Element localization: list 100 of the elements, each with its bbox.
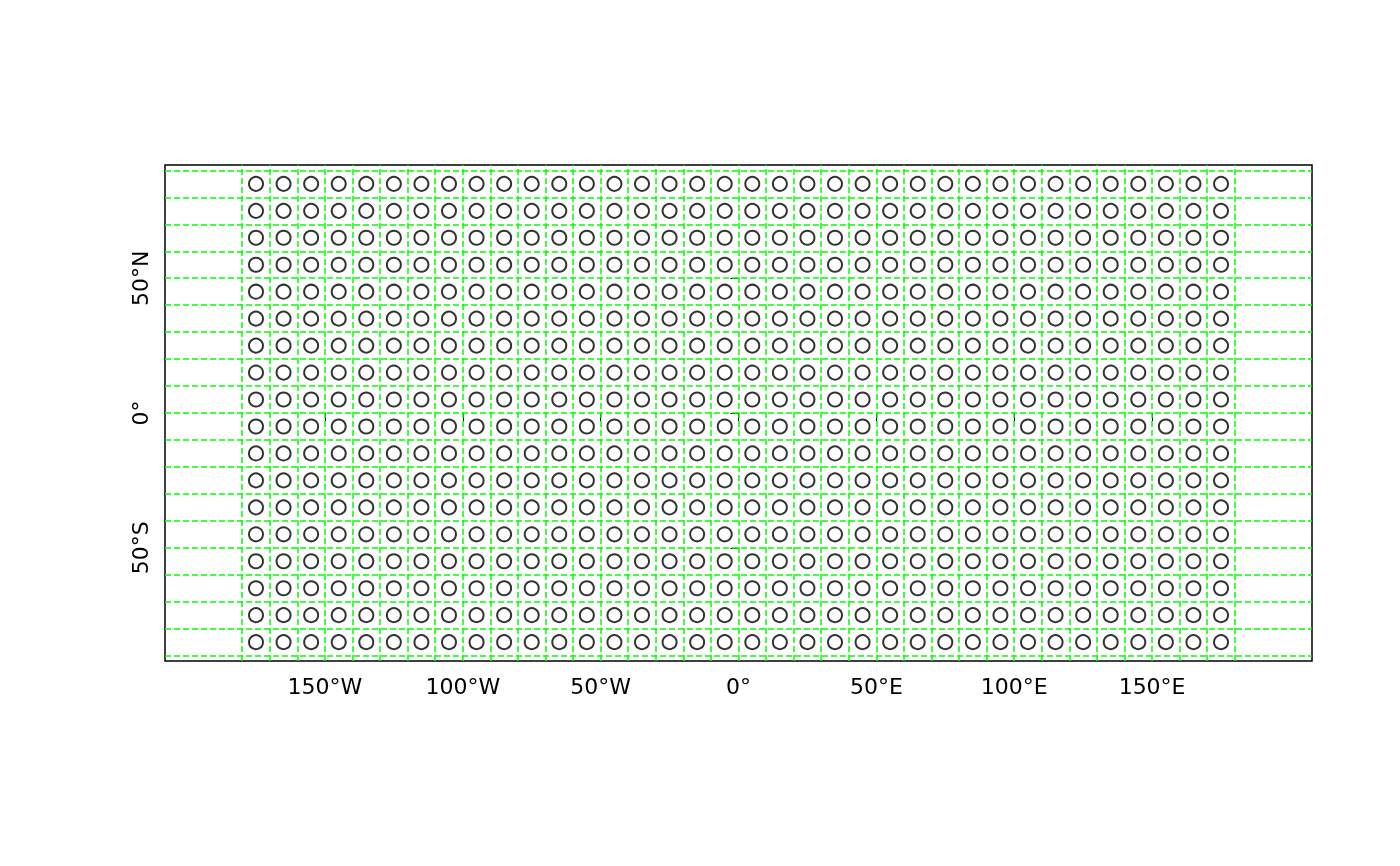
point — [496, 256, 513, 273]
point — [1075, 175, 1092, 192]
point — [496, 472, 513, 489]
point — [275, 202, 292, 219]
point — [248, 310, 264, 327]
point — [413, 634, 430, 651]
point — [441, 553, 457, 570]
point — [744, 634, 761, 651]
point — [1185, 472, 1202, 489]
point — [964, 229, 981, 246]
point — [441, 337, 457, 354]
point — [1102, 283, 1119, 300]
point — [1075, 445, 1092, 462]
point — [523, 526, 540, 543]
point — [909, 175, 926, 192]
point — [716, 202, 733, 219]
point — [330, 391, 347, 408]
point — [937, 634, 954, 651]
point — [1213, 175, 1230, 192]
point — [523, 310, 540, 327]
point — [1020, 553, 1037, 570]
point — [1213, 418, 1230, 435]
point — [992, 310, 1009, 327]
point — [964, 391, 981, 408]
point — [1075, 526, 1092, 543]
point — [1130, 499, 1147, 516]
point — [689, 256, 706, 273]
point — [964, 553, 981, 570]
point — [799, 391, 816, 408]
point — [744, 418, 761, 435]
point — [744, 580, 761, 597]
point — [1102, 337, 1119, 354]
point — [248, 364, 264, 381]
point — [1047, 445, 1064, 462]
point — [330, 310, 347, 327]
point — [882, 472, 899, 489]
point — [248, 499, 264, 516]
point — [275, 418, 292, 435]
point — [909, 256, 926, 273]
point — [634, 526, 650, 543]
point — [468, 256, 485, 273]
point — [1102, 499, 1119, 516]
point — [1130, 202, 1147, 219]
point — [523, 229, 540, 246]
point — [248, 580, 264, 597]
point — [578, 256, 595, 273]
point — [248, 175, 264, 192]
point — [937, 526, 954, 543]
point — [358, 607, 375, 624]
point — [1047, 553, 1064, 570]
point — [827, 445, 843, 462]
point — [1157, 445, 1174, 462]
point — [523, 418, 540, 435]
point — [578, 607, 595, 624]
point — [303, 391, 320, 408]
point — [882, 499, 899, 516]
point — [1185, 175, 1202, 192]
point — [882, 310, 899, 327]
point — [1185, 310, 1202, 327]
point — [496, 634, 513, 651]
point — [882, 364, 899, 381]
point — [1102, 391, 1119, 408]
x-tick-label: 100°E — [980, 673, 1048, 699]
point — [716, 283, 733, 300]
point — [1130, 553, 1147, 570]
point — [716, 553, 733, 570]
point — [248, 526, 264, 543]
point — [385, 607, 402, 624]
point — [937, 445, 954, 462]
point — [385, 634, 402, 651]
point — [441, 175, 457, 192]
point — [1020, 175, 1037, 192]
point — [1075, 391, 1092, 408]
point — [441, 607, 457, 624]
point — [606, 310, 623, 327]
point — [523, 256, 540, 273]
point — [909, 553, 926, 570]
point — [551, 364, 568, 381]
point — [496, 607, 513, 624]
point — [799, 337, 816, 354]
point — [1102, 472, 1119, 489]
point — [937, 337, 954, 354]
point — [468, 445, 485, 462]
point — [827, 175, 843, 192]
point — [330, 175, 347, 192]
point — [716, 256, 733, 273]
point — [1130, 229, 1147, 246]
point — [1020, 634, 1037, 651]
point — [771, 256, 788, 273]
point — [1185, 526, 1202, 543]
point — [937, 580, 954, 597]
point — [1075, 283, 1092, 300]
point — [771, 418, 788, 435]
point — [992, 175, 1009, 192]
point — [1213, 202, 1230, 219]
point — [468, 607, 485, 624]
point — [661, 607, 678, 624]
point — [358, 526, 375, 543]
point — [937, 256, 954, 273]
point — [413, 229, 430, 246]
